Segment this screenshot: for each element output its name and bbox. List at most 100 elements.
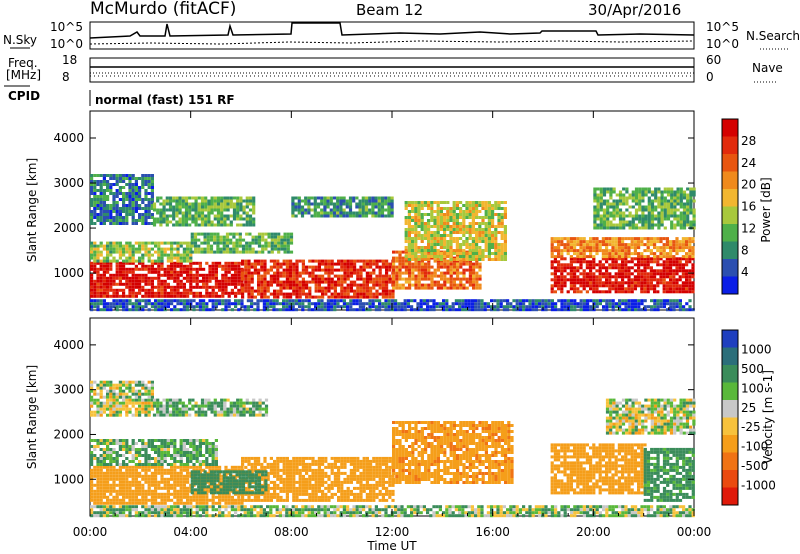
data-cell [134,183,138,186]
data-cell [221,294,225,298]
data-cell [115,244,119,248]
data-cell [118,483,122,487]
data-cell [159,223,163,227]
data-cell [601,263,605,267]
data-cell [468,213,472,216]
data-cell [471,210,475,213]
data-cell [430,231,434,234]
data-cell [176,302,180,306]
data-cell [692,193,696,197]
data-cell [106,204,110,207]
data-cell [182,291,186,295]
data-cell [269,292,273,296]
data-cell [686,223,690,227]
data-cell [221,264,225,268]
data-cell [125,195,129,198]
data-cell [109,219,113,222]
data-cell [663,196,667,200]
data-cell [400,308,404,312]
data-cell [131,250,135,254]
data-cell [186,244,190,248]
data-cell [138,273,142,277]
data-cell [295,280,299,284]
data-cell [275,308,279,312]
data-cell [163,282,167,286]
data-cell [242,217,246,221]
data-cell [336,299,340,303]
data-cell [112,305,116,309]
data-cell [518,299,522,303]
data-cell [90,201,94,204]
data-cell [682,308,686,312]
data-cell [197,244,201,248]
data-cell [115,498,119,502]
data-cell [152,202,157,206]
data-cell [99,285,103,289]
data-cell [253,308,257,312]
data-cell [173,261,177,265]
data-cell [436,237,440,240]
data-cell [257,283,261,287]
data-cell [170,261,174,265]
data-cell [93,261,97,265]
data-cell [534,299,538,303]
data-cell [387,196,391,200]
data-cell [160,253,164,257]
data-cell [128,174,132,177]
data-cell [408,280,412,284]
data-cell [426,308,430,312]
data-cell [342,305,346,309]
data-cell [144,498,148,502]
data-cell [250,262,254,266]
data-cell [213,223,217,227]
data-cell [122,250,126,254]
data-cell [481,216,485,219]
data-cell [353,268,357,272]
data-cell [404,222,408,225]
data-cell [292,286,296,290]
data-cell [99,267,103,271]
data-cell [487,219,491,222]
data-cell [621,255,625,259]
data-cell [666,190,671,194]
data-cell [676,223,680,227]
data-cell [633,278,637,282]
data-cell [131,192,135,195]
data-cell [380,202,385,206]
data-cell [288,308,292,312]
data-cell [291,214,295,218]
data-cell [118,253,122,257]
data-cell [608,290,612,294]
data-cell [439,237,443,240]
data-cell [186,273,190,277]
data-cell [420,225,424,228]
data-cell [455,216,459,219]
data-cell [398,256,402,260]
data-cell [675,252,679,256]
data-cell [475,246,479,249]
data-cell [247,262,251,266]
data-cell [662,305,666,309]
data-cell [118,294,122,298]
data-cell [455,219,459,222]
data-cell [138,244,142,248]
data-cell [673,211,677,215]
data-cell [618,193,623,197]
data-cell [621,278,625,282]
data-cell [214,279,218,283]
data-cell [638,205,642,209]
data-cell [93,282,97,286]
data-cell [430,207,434,210]
data-cell [128,471,132,475]
freq-label-line1: Freq. [8,56,38,70]
data-cell [115,294,119,298]
data-cell [621,266,625,270]
data-cell [621,272,625,276]
data-cell [665,290,669,294]
data-cell [138,213,142,216]
data-cell [106,468,110,472]
data-cell [378,274,382,278]
data-cell [122,270,126,274]
data-cell [232,208,237,212]
data-cell [440,274,444,278]
